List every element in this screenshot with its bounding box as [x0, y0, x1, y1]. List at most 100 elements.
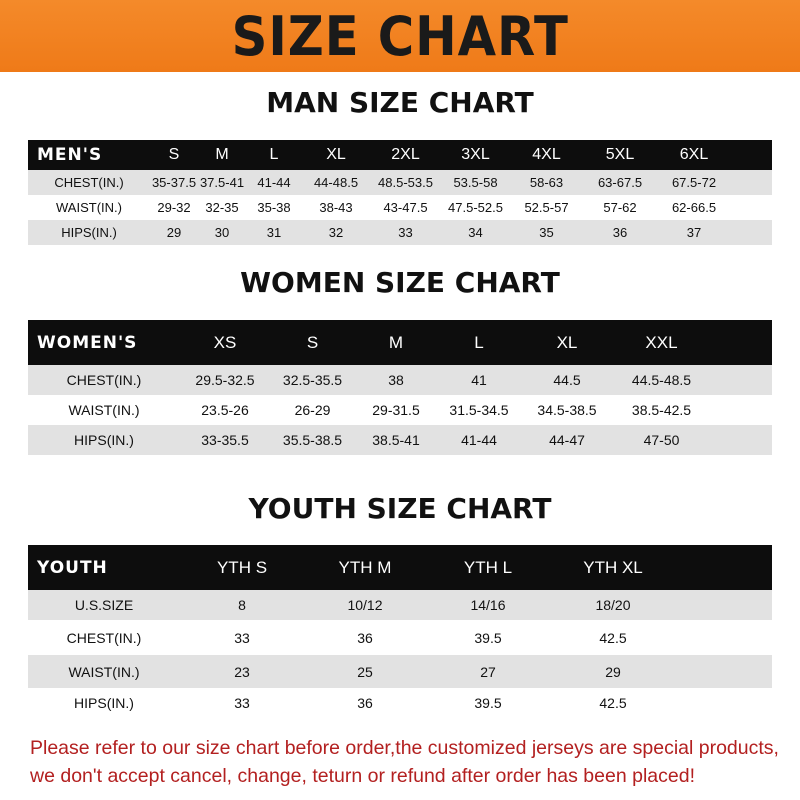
table-cell: 62-66.5 [671, 200, 717, 215]
table-cell: 34.5-38.5 [537, 402, 597, 418]
table-cell: 47-50 [643, 432, 680, 448]
table-cell: 34 [468, 225, 483, 240]
row-label: CHEST(IN.) [54, 175, 124, 190]
table-cell: L [269, 146, 279, 163]
table-cell: 14/16 [470, 597, 506, 613]
table-cell: 37 [686, 225, 702, 240]
table-cell: 39.5 [474, 695, 502, 711]
table-cell: 4XL [532, 146, 561, 163]
table-row: HIPS(IN.) 29 30 31 32 33 34 35 36 37 [28, 220, 772, 245]
table-cell: 33 [234, 629, 250, 646]
table-cell: 35 [539, 225, 554, 240]
table-cell: S [168, 146, 180, 163]
youth-title: YOUTH SIZE CHART [248, 492, 552, 525]
table-cell: 32 [328, 225, 344, 240]
women-size-table: WOMEN'S XS S M L XL XXL CHEST(IN.) 29.5-32.5 32.5… [28, 320, 772, 455]
table-cell: 36 [357, 629, 373, 646]
men-size-table: MEN'S S M L XL 2XL 3XL 4XL 5XL 6XL CHEST(IN.) 35-37… [28, 140, 772, 245]
header-row: MEN'S S M L XL 2XL 3XL 4XL 5XL 6XL [28, 140, 772, 170]
size-chart-banner: SIZE CHART [0, 0, 800, 72]
banner-title: SIZE CHART [231, 4, 569, 68]
table-cell: XS [213, 332, 237, 352]
row-label: HIPS(IN.) [61, 225, 117, 240]
table-cell: 18/20 [595, 597, 631, 613]
table-cell: 47.5-52.5 [448, 200, 503, 215]
table-cell: M [215, 146, 229, 163]
table-cell: 5XL [605, 146, 635, 163]
table-row: HIPS(IN.) 33-35.5 35.5-38.5 38.5-41 41-44 44-… [28, 425, 772, 455]
notice-line-2: we don't accept cancel, change, teturn o… [30, 765, 695, 787]
row-label: YOUTH [37, 557, 108, 578]
table-cell: 31 [266, 225, 282, 240]
table-cell: 35-37.5 [151, 175, 197, 190]
table-cell: 33-35.5 [201, 432, 249, 448]
table-cell: L [474, 332, 484, 352]
table-cell: 29-31.5 [372, 402, 420, 418]
table-cell: S [306, 332, 319, 352]
table-cell: 37.5-41 [199, 175, 245, 190]
table-cell: 67.5-72 [671, 175, 717, 190]
table-cell: 31.5-34.5 [449, 402, 509, 418]
table-cell: 32-35 [205, 200, 239, 215]
notice-line-1: Please refer to our size chart before or… [30, 737, 779, 759]
table-row: WAIST(IN.) 23 25 27 29 [28, 655, 772, 688]
table-cell: 25 [357, 663, 373, 680]
row-label: U.S.SIZE [74, 597, 134, 613]
table-cell: 6XL [679, 146, 709, 163]
table-row: U.S.SIZE 8 10/12 14/16 18/20 [28, 590, 772, 620]
order-notice: Please refer to our size chart before or… [30, 734, 790, 790]
table-cell: 41 [471, 372, 487, 388]
table-cell: 39.5 [474, 629, 502, 646]
table-cell: 38.5-41 [372, 432, 420, 448]
table-cell: 30 [214, 225, 230, 240]
table-cell: 36 [612, 225, 628, 240]
row-label: CHEST(IN.) [66, 372, 142, 388]
table-row: WAIST(IN.) 29-32 32-35 35-38 38-43 43-47.5 47.… [28, 195, 772, 220]
table-row: HIPS(IN.) 33 36 39.5 42.5 [28, 688, 772, 718]
table-row: WAIST(IN.) 23.5-26 26-29 29-31.5 31.5-34.5 34… [28, 395, 772, 425]
table-cell: 58-63 [529, 175, 564, 190]
row-label: CHEST(IN.) [66, 629, 142, 646]
table-cell: 43-47.5 [383, 200, 428, 215]
table-cell: 27 [480, 663, 496, 680]
table-cell: 26-29 [294, 402, 331, 418]
table-cell: 38 [388, 372, 404, 388]
row-label: HIPS(IN.) [74, 695, 134, 711]
row-label: HIPS(IN.) [74, 432, 134, 448]
youth-size-table: YOUTH YTH S YTH M YTH L YTH XL U.S.SIZE 8 10/12… [28, 545, 772, 718]
table-cell: 42.5 [599, 629, 627, 646]
table-cell: 52.5-57 [524, 200, 569, 215]
table-cell: 36 [357, 695, 373, 711]
table-cell: XL [556, 332, 578, 352]
table-cell: 2XL [391, 146, 420, 163]
table-cell: 29 [605, 663, 621, 680]
row-label: MEN'S [37, 145, 103, 165]
table-cell: 29 [166, 225, 182, 240]
table-cell: 41-44 [461, 432, 497, 448]
table-cell: 32.5-35.5 [282, 372, 343, 388]
table-cell: YTH S [216, 557, 268, 577]
table-cell: YTH L [463, 557, 513, 577]
table-cell: 23 [234, 663, 250, 680]
table-cell: 23.5-26 [201, 402, 249, 418]
table-cell: 8 [238, 597, 246, 613]
table-cell: 48.5-53.5 [378, 175, 433, 190]
table-cell: 57-62 [603, 200, 637, 215]
table-cell: XL [326, 146, 346, 163]
table-cell: 44.5-48.5 [631, 372, 692, 388]
table-cell: 38.5-42.5 [631, 402, 692, 418]
table-cell: 33 [234, 695, 250, 711]
table-cell: 44.5 [553, 372, 581, 388]
table-cell: 38-43 [319, 200, 353, 215]
table-cell: XXL [645, 332, 678, 352]
table-cell: YTH XL [583, 557, 643, 577]
table-cell: 3XL [461, 146, 490, 163]
header-row: YOUTH YTH S YTH M YTH L YTH XL [28, 545, 772, 590]
men-title: MAN SIZE CHART [266, 86, 534, 119]
table-cell: 53.5-58 [453, 175, 498, 190]
table-cell: 29.5-32.5 [195, 372, 255, 388]
table-cell: 35-38 [257, 200, 291, 215]
table-cell: 42.5 [599, 695, 627, 711]
women-title: WOMEN SIZE CHART [240, 266, 560, 299]
table-cell: 63-67.5 [597, 175, 643, 190]
